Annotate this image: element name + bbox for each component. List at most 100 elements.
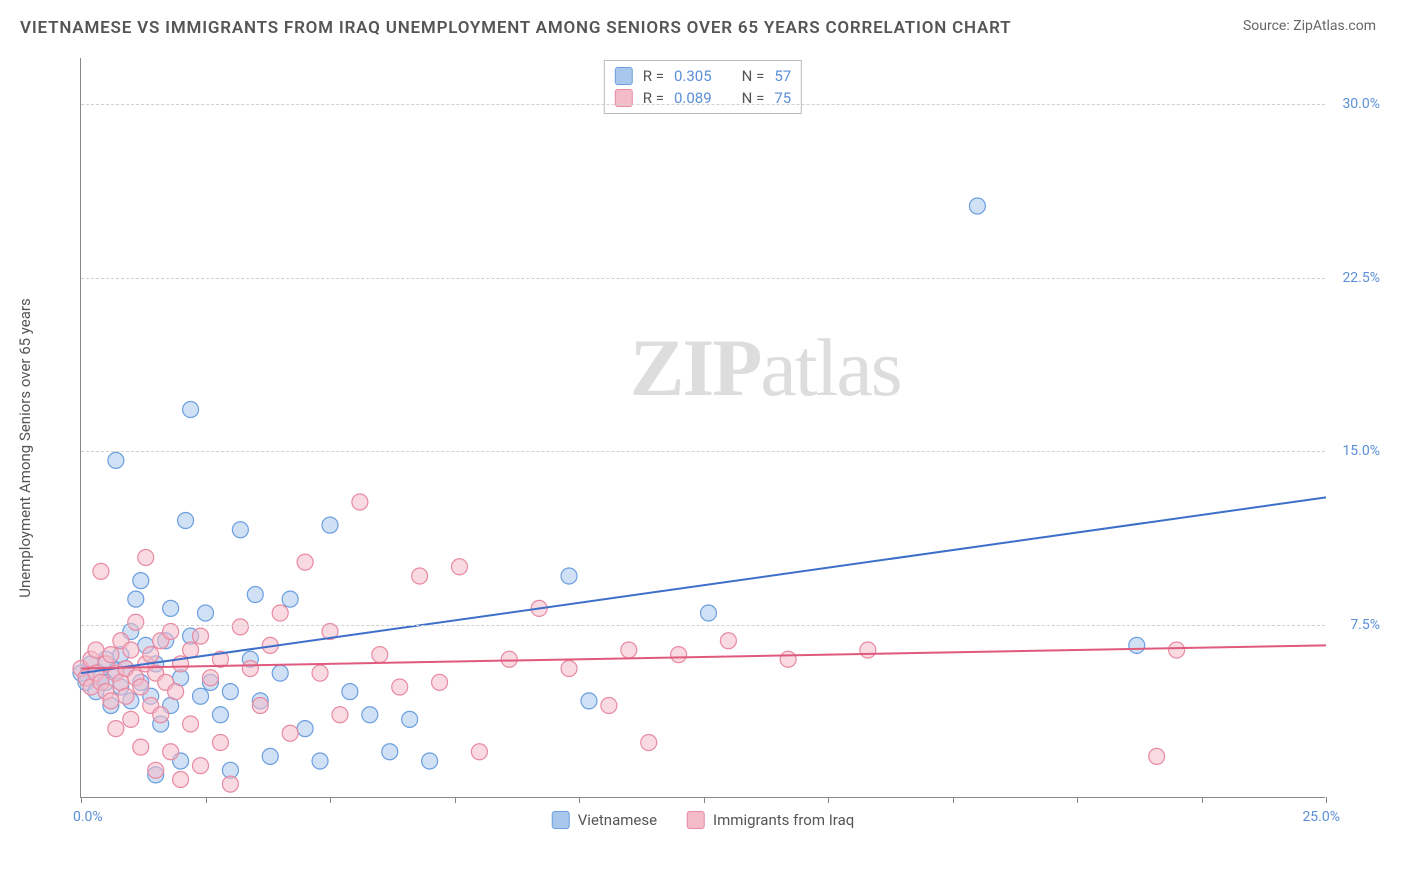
x-tick bbox=[1202, 797, 1203, 803]
data-point bbox=[312, 753, 328, 769]
y-tick-label: 22.5% bbox=[1342, 270, 1380, 286]
r-value-0: 0.305 bbox=[674, 67, 712, 85]
data-point bbox=[202, 670, 218, 686]
legend-label-1: Immigrants from Iraq bbox=[713, 811, 854, 829]
data-point bbox=[581, 693, 597, 709]
data-point bbox=[222, 776, 238, 792]
data-point bbox=[133, 573, 149, 589]
data-point bbox=[138, 550, 154, 566]
data-point bbox=[700, 605, 716, 621]
data-point bbox=[1129, 637, 1145, 653]
data-point bbox=[232, 619, 248, 635]
y-tick-label: 15.0% bbox=[1342, 443, 1380, 459]
data-point bbox=[282, 725, 298, 741]
data-point bbox=[412, 568, 428, 584]
data-point bbox=[312, 665, 328, 681]
data-point bbox=[153, 707, 169, 723]
data-point bbox=[212, 707, 228, 723]
data-point bbox=[108, 452, 124, 468]
data-point bbox=[198, 605, 214, 621]
data-point bbox=[561, 568, 577, 584]
data-point bbox=[183, 716, 199, 732]
data-point bbox=[143, 647, 159, 663]
data-point bbox=[671, 647, 687, 663]
data-point bbox=[561, 661, 577, 677]
data-point bbox=[183, 642, 199, 658]
data-point bbox=[322, 517, 338, 533]
data-point bbox=[262, 748, 278, 764]
chart-title: VIETNAMESE VS IMMIGRANTS FROM IRAQ UNEMP… bbox=[20, 18, 1011, 38]
data-point bbox=[780, 651, 796, 667]
correlation-row-1: R = 0.089 N = 75 bbox=[615, 87, 791, 109]
data-point bbox=[432, 674, 448, 690]
data-point bbox=[272, 665, 288, 681]
data-point bbox=[133, 679, 149, 695]
data-point bbox=[123, 642, 139, 658]
data-point bbox=[148, 762, 164, 778]
data-point bbox=[222, 684, 238, 700]
data-point bbox=[382, 744, 398, 760]
x-tick bbox=[1077, 797, 1078, 803]
scatter-svg bbox=[81, 58, 1325, 797]
n-value-0: 57 bbox=[774, 67, 791, 85]
data-point bbox=[173, 772, 189, 788]
data-point bbox=[193, 688, 209, 704]
series-legend: Vietnamese Immigrants from Iraq bbox=[552, 811, 855, 829]
y-tick-label: 7.5% bbox=[1350, 617, 1380, 633]
data-point bbox=[372, 647, 388, 663]
data-point bbox=[422, 753, 438, 769]
data-point bbox=[860, 642, 876, 658]
data-point bbox=[720, 633, 736, 649]
data-point bbox=[128, 591, 144, 607]
data-point bbox=[178, 513, 194, 529]
data-point bbox=[402, 711, 418, 727]
data-point bbox=[212, 735, 228, 751]
data-point bbox=[451, 559, 467, 575]
data-point bbox=[282, 591, 298, 607]
gridline bbox=[81, 278, 1325, 279]
data-point bbox=[342, 684, 358, 700]
data-point bbox=[352, 494, 368, 510]
gridline bbox=[81, 451, 1325, 452]
x-tick bbox=[828, 797, 829, 803]
data-point bbox=[392, 679, 408, 695]
data-point bbox=[362, 707, 378, 723]
y-tick-label: 30.0% bbox=[1342, 96, 1380, 112]
data-point bbox=[103, 647, 119, 663]
data-point bbox=[641, 735, 657, 751]
data-point bbox=[163, 624, 179, 640]
x-max-label: 25.0% bbox=[1302, 809, 1340, 825]
n-label-0: N = bbox=[742, 67, 765, 85]
data-point bbox=[969, 198, 985, 214]
data-point bbox=[118, 688, 134, 704]
data-point bbox=[297, 554, 313, 570]
data-point bbox=[601, 698, 617, 714]
data-point bbox=[247, 587, 263, 603]
legend-item-0: Vietnamese bbox=[552, 811, 657, 829]
x-tick bbox=[330, 797, 331, 803]
data-point bbox=[272, 605, 288, 621]
data-point bbox=[103, 693, 119, 709]
plot-area: ZIPatlas R = 0.305 N = 57 R = 0.089 N = … bbox=[80, 58, 1325, 798]
data-point bbox=[193, 628, 209, 644]
r-label-0: R = bbox=[643, 67, 664, 85]
source-label: Source: ZipAtlas.com bbox=[1243, 18, 1376, 34]
chart-container: Unemployment Among Seniors over 65 years… bbox=[50, 58, 1390, 838]
data-point bbox=[163, 600, 179, 616]
data-point bbox=[252, 698, 268, 714]
data-point bbox=[1169, 642, 1185, 658]
gridline bbox=[81, 104, 1325, 105]
x-tick bbox=[704, 797, 705, 803]
data-point bbox=[332, 707, 348, 723]
x-tick bbox=[81, 797, 82, 803]
legend-swatch-bottom-0 bbox=[552, 811, 570, 829]
x-tick bbox=[1326, 797, 1327, 803]
x-origin-label: 0.0% bbox=[73, 809, 103, 825]
data-point bbox=[501, 651, 517, 667]
data-point bbox=[471, 744, 487, 760]
data-point bbox=[163, 744, 179, 760]
data-point bbox=[123, 711, 139, 727]
legend-swatch-0 bbox=[615, 67, 633, 85]
data-point bbox=[133, 739, 149, 755]
correlation-legend: R = 0.305 N = 57 R = 0.089 N = 75 bbox=[604, 60, 802, 114]
